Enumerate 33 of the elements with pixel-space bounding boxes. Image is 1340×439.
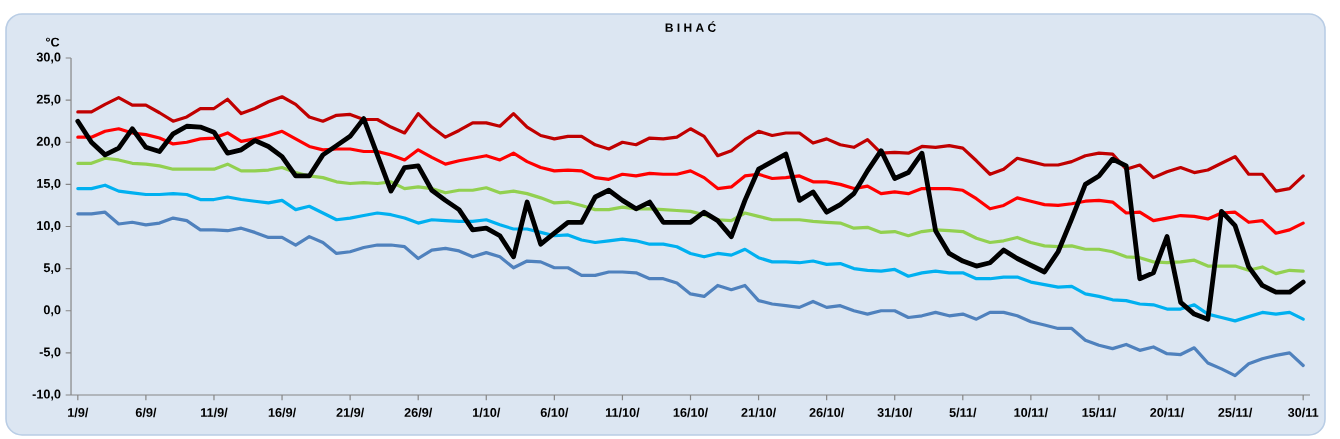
x-tick-label: 31/10/: [877, 407, 913, 418]
x-tick-label: 1/10/: [472, 407, 501, 418]
y-tick-label: 0,0: [43, 305, 61, 317]
y-tick-label: -10,0: [32, 389, 61, 401]
x-tick-label: 26/10/: [809, 407, 845, 418]
line-series: [76, 210, 1305, 378]
y-tick-label: 25,0: [36, 94, 61, 106]
line-series: [76, 183, 1305, 323]
y-axis-title: °C: [45, 37, 60, 47]
x-tick-label: 1/9/: [68, 407, 89, 418]
x-tick-label: 6/9/: [135, 407, 157, 418]
x-tick-label: 30/11: [1287, 407, 1319, 418]
x-tick-label: 11/9/: [201, 407, 228, 418]
line-series: [76, 95, 1305, 193]
x-tick-label: 21/10/: [741, 407, 777, 418]
x-tick-label: 6/10/: [540, 407, 569, 418]
y-tick-label: -5,0: [39, 347, 61, 359]
y-tick-label: 10,0: [37, 221, 61, 232]
y-tick-label: 5,0: [43, 263, 61, 275]
chart-title: B I H A Ć: [665, 21, 716, 32]
x-tick-label: 11/10/: [605, 407, 640, 418]
x-tick-label: 16/9/: [268, 407, 296, 418]
x-tick-label: 21/9/: [336, 407, 365, 418]
x-tick-label: 10/11/: [1014, 407, 1048, 418]
y-tick-label: 20,0: [36, 136, 61, 148]
x-tick-label: 15/11/: [1082, 407, 1117, 418]
x-tick-label: 16/10/: [673, 407, 708, 418]
y-tick-label: 30,0: [36, 52, 61, 64]
x-tick-label: 5/11/: [949, 407, 977, 418]
y-tick-label: 15,0: [37, 178, 61, 190]
x-tick-label: 26/9/: [404, 407, 433, 418]
x-tick-label: 20/11/: [1150, 407, 1185, 418]
x-tick-label: 25/11/: [1218, 407, 1253, 418]
